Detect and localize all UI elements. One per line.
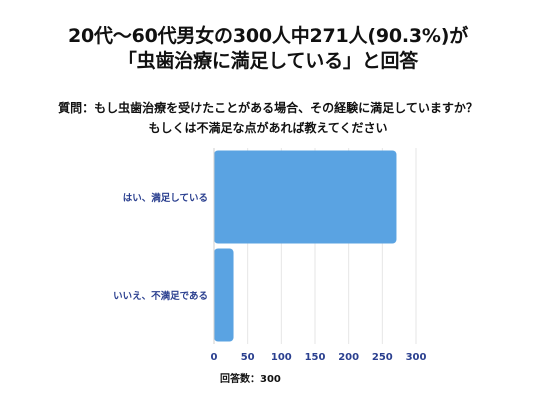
chart-bars — [214, 150, 397, 342]
x-tick-label-4: 200 — [338, 352, 359, 363]
bar-1 — [214, 248, 234, 342]
survey-question-line-2: もしくは不満足な点があれば教えてください — [148, 121, 388, 135]
x-tick-label-2: 100 — [271, 352, 292, 363]
x-tick-label-0: 0 — [211, 352, 218, 363]
category-label-1: いいえ、不満足である — [113, 290, 208, 302]
chart-title-line-1: 20代〜60代男女の300人中271人(90.3%)が — [67, 25, 469, 47]
x-tick-label-3: 150 — [305, 352, 326, 363]
category-label-0: はい、満足している — [123, 192, 208, 204]
x-tick-label-6: 300 — [406, 352, 427, 363]
x-tick-label-5: 250 — [372, 352, 393, 363]
bar-0 — [214, 150, 397, 244]
x-tick-label-1: 50 — [241, 352, 255, 363]
response-count: 回答数：300 — [220, 374, 281, 385]
survey-question: 質問：もし虫歯治療を受けたことがある場合、その経験に満足していますか？ もしくは… — [0, 98, 536, 138]
x-tick-labels: 0 50 100 150 200 250 300 — [211, 352, 427, 363]
chart-title: 20代〜60代男女の300人中271人(90.3%)が 「虫歯治療に満足している… — [0, 24, 536, 74]
chart-title-line-2: 「虫歯治療に満足している」と回答 — [117, 50, 419, 72]
survey-question-line-1: 質問：もし虫歯治療を受けたことがある場合、その経験に満足していますか？ — [58, 101, 478, 115]
